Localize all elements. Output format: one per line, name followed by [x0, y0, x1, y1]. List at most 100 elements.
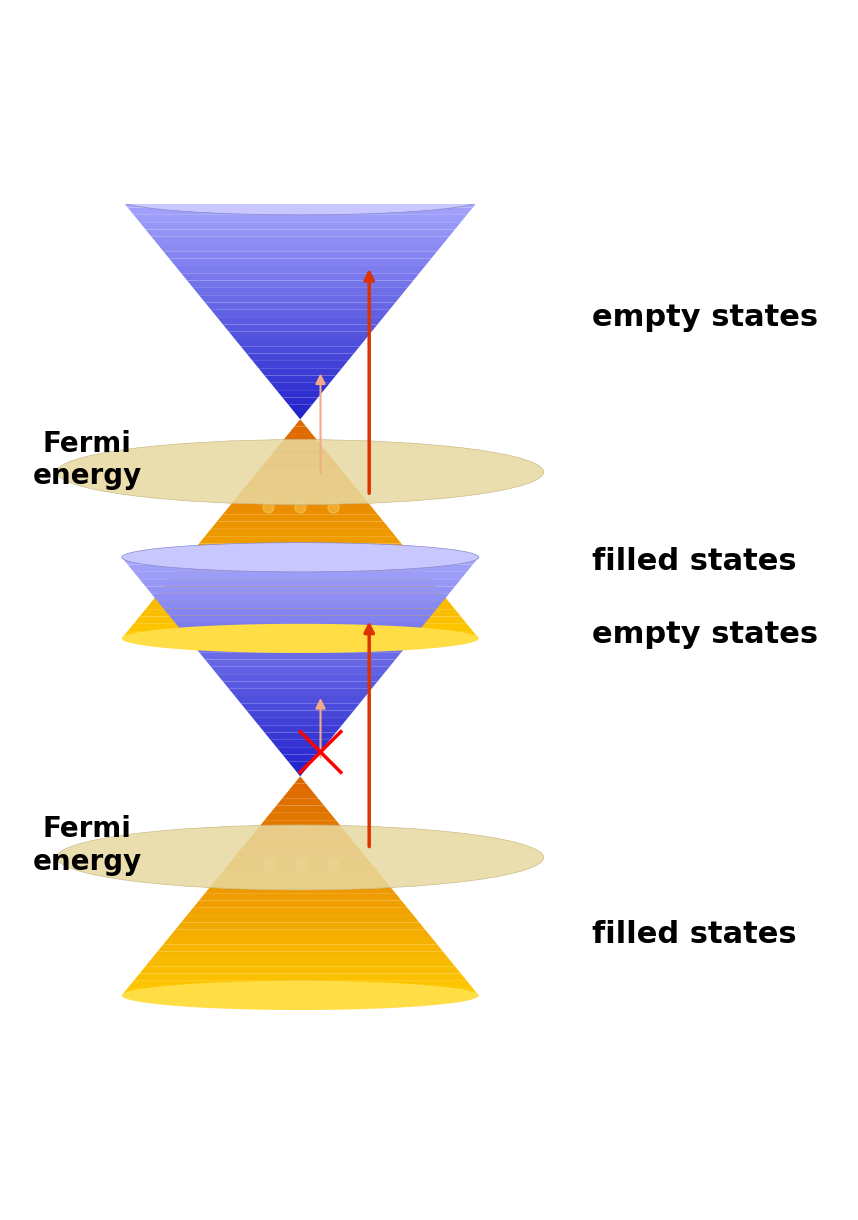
- Polygon shape: [199, 893, 402, 900]
- Text: empty states: empty states: [592, 304, 819, 332]
- Polygon shape: [282, 791, 318, 798]
- Polygon shape: [122, 988, 479, 996]
- Polygon shape: [270, 449, 330, 456]
- Polygon shape: [175, 266, 426, 273]
- Polygon shape: [229, 689, 372, 695]
- Polygon shape: [140, 580, 461, 587]
- Polygon shape: [235, 849, 366, 856]
- Polygon shape: [288, 761, 312, 769]
- Polygon shape: [217, 317, 384, 325]
- Polygon shape: [229, 856, 372, 864]
- Polygon shape: [270, 805, 330, 813]
- Polygon shape: [211, 522, 390, 528]
- Polygon shape: [199, 536, 402, 543]
- Polygon shape: [163, 580, 437, 587]
- Polygon shape: [205, 528, 396, 536]
- Polygon shape: [181, 631, 420, 638]
- Polygon shape: [252, 361, 347, 368]
- Polygon shape: [241, 842, 360, 849]
- Polygon shape: [146, 587, 455, 594]
- Polygon shape: [288, 783, 312, 791]
- Polygon shape: [169, 572, 431, 580]
- Polygon shape: [235, 339, 366, 346]
- Text: Fermi
energy: Fermi energy: [33, 429, 142, 490]
- Polygon shape: [134, 572, 467, 580]
- Polygon shape: [241, 486, 360, 493]
- Polygon shape: [152, 237, 449, 244]
- Polygon shape: [152, 594, 449, 601]
- Polygon shape: [223, 864, 378, 871]
- Polygon shape: [276, 390, 324, 398]
- Polygon shape: [175, 922, 426, 930]
- Polygon shape: [122, 543, 479, 572]
- Polygon shape: [258, 368, 341, 376]
- Polygon shape: [169, 259, 431, 266]
- Polygon shape: [169, 616, 431, 623]
- Polygon shape: [163, 609, 437, 616]
- Polygon shape: [246, 354, 353, 361]
- Polygon shape: [146, 959, 455, 966]
- Polygon shape: [128, 565, 473, 572]
- Polygon shape: [205, 303, 396, 310]
- Polygon shape: [217, 871, 384, 878]
- Polygon shape: [152, 952, 449, 959]
- Text: empty states: empty states: [592, 620, 819, 649]
- Polygon shape: [205, 886, 396, 893]
- Polygon shape: [157, 587, 443, 594]
- Polygon shape: [288, 405, 312, 412]
- Polygon shape: [169, 930, 431, 937]
- Polygon shape: [140, 222, 461, 229]
- Text: filled states: filled states: [592, 920, 797, 949]
- Polygon shape: [205, 660, 396, 667]
- Polygon shape: [157, 601, 443, 609]
- Polygon shape: [229, 332, 372, 339]
- Polygon shape: [252, 471, 347, 478]
- Polygon shape: [152, 594, 449, 601]
- Text: Fermi
energy: Fermi energy: [33, 815, 142, 876]
- Polygon shape: [264, 456, 336, 464]
- Polygon shape: [235, 493, 366, 500]
- Polygon shape: [288, 427, 312, 434]
- Polygon shape: [276, 747, 324, 754]
- Polygon shape: [199, 653, 402, 660]
- Polygon shape: [122, 631, 479, 638]
- Polygon shape: [122, 200, 479, 207]
- Polygon shape: [282, 398, 318, 405]
- Ellipse shape: [57, 825, 544, 889]
- Polygon shape: [241, 703, 360, 710]
- Polygon shape: [270, 383, 330, 390]
- Polygon shape: [294, 412, 306, 420]
- Polygon shape: [193, 645, 408, 653]
- Polygon shape: [146, 229, 455, 237]
- Polygon shape: [270, 739, 330, 747]
- Polygon shape: [276, 798, 324, 805]
- Polygon shape: [181, 558, 420, 565]
- Polygon shape: [223, 682, 378, 689]
- Polygon shape: [282, 754, 318, 761]
- Polygon shape: [264, 813, 336, 820]
- Ellipse shape: [57, 439, 544, 505]
- Polygon shape: [211, 667, 390, 675]
- Polygon shape: [122, 981, 479, 1010]
- Polygon shape: [157, 944, 443, 952]
- Polygon shape: [128, 207, 473, 215]
- Polygon shape: [264, 732, 336, 739]
- Polygon shape: [223, 325, 378, 332]
- Polygon shape: [229, 500, 372, 508]
- Polygon shape: [163, 937, 437, 944]
- Polygon shape: [294, 769, 306, 776]
- Polygon shape: [181, 273, 420, 281]
- Polygon shape: [217, 515, 384, 522]
- Polygon shape: [193, 900, 408, 908]
- Polygon shape: [140, 966, 461, 974]
- Polygon shape: [140, 609, 461, 616]
- Polygon shape: [134, 215, 467, 222]
- Polygon shape: [175, 623, 426, 631]
- Polygon shape: [187, 638, 414, 645]
- Polygon shape: [187, 550, 414, 558]
- Polygon shape: [122, 185, 479, 215]
- Text: filled states: filled states: [592, 547, 797, 576]
- Polygon shape: [252, 827, 347, 834]
- Polygon shape: [235, 695, 366, 703]
- Polygon shape: [181, 915, 420, 922]
